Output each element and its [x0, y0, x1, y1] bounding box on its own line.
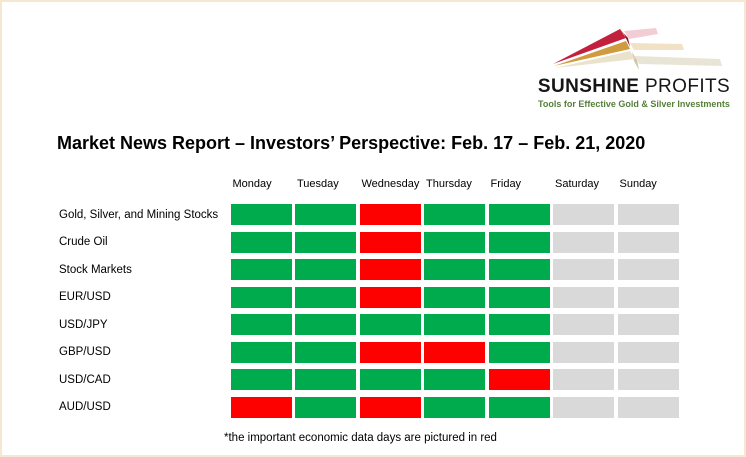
cell-saturday	[553, 286, 614, 308]
table-row: AUD/USD	[59, 396, 679, 418]
cell-saturday	[553, 259, 614, 280]
logo-arrows-icon	[553, 28, 722, 70]
cell-monday	[230, 231, 292, 253]
cell-monday	[230, 396, 292, 418]
day-header-tuesday: Tuesday	[297, 178, 339, 190]
cell-monday	[230, 369, 292, 390]
market-table: Monday Tuesday Wednesday Thursday Friday Satu…	[59, 178, 679, 424]
cell-sunday	[617, 231, 679, 253]
table-row: USD/CAD	[59, 369, 679, 390]
cell-tuesday	[295, 204, 356, 225]
day-header-friday: Friday	[490, 178, 522, 190]
day-header-sunday: Sunday	[619, 178, 657, 190]
header-spacer	[59, 178, 227, 197]
sunshine-profits-logo: SUNSHINE PROFITS Tools for Effective Gol…	[532, 14, 736, 109]
cell-wednesday	[359, 231, 421, 253]
brand-wordmark: SUNSHINE PROFITS	[532, 76, 736, 98]
row-label: GBP/USD	[59, 346, 111, 358]
cell-monday	[230, 314, 292, 335]
cell-tuesday	[295, 314, 356, 335]
cell-saturday	[553, 396, 614, 418]
cell-monday	[230, 286, 292, 308]
footnote: *the important economic data days are pi…	[224, 432, 497, 444]
cell-friday	[488, 314, 550, 335]
cell-wednesday	[359, 259, 421, 280]
row-label: USD/CAD	[59, 373, 111, 386]
cell-sunday	[617, 396, 679, 418]
cell-saturday	[553, 314, 614, 335]
table-row: USD/JPY	[59, 314, 679, 335]
row-label: EUR/USD	[59, 291, 111, 303]
row-label: Gold, Silver, and Mining Stocks	[59, 208, 219, 221]
table-row: Crude Oil	[59, 231, 679, 253]
cell-friday	[488, 396, 550, 418]
cell-sunday	[617, 204, 679, 225]
cell-saturday	[553, 341, 614, 363]
market-table-body: Gold, Silver, and Mining Stocks Crude Oil…	[59, 204, 679, 418]
cell-sunday	[617, 314, 679, 335]
cell-monday	[230, 204, 292, 225]
table-row: Stock Markets	[59, 259, 679, 280]
cell-tuesday	[295, 396, 356, 418]
cell-thursday	[424, 341, 485, 363]
row-label: Crude Oil	[59, 236, 108, 248]
cell-wednesday	[359, 286, 421, 308]
cell-friday	[488, 231, 550, 253]
cell-sunday	[617, 369, 679, 390]
cell-thursday	[424, 259, 485, 280]
cell-thursday	[424, 204, 485, 225]
cell-tuesday	[295, 286, 356, 308]
cell-monday	[230, 259, 292, 280]
cell-sunday	[617, 259, 679, 280]
day-header-monday: Monday	[232, 178, 272, 190]
table-row: GBP/USD	[59, 341, 679, 363]
cell-friday	[488, 341, 550, 363]
cell-thursday	[424, 231, 485, 253]
cell-saturday	[553, 369, 614, 390]
cell-wednesday	[359, 314, 421, 335]
day-header-wednesday: Wednesday	[361, 178, 420, 190]
cell-wednesday	[359, 396, 421, 418]
day-header-thursday: Thursday	[426, 178, 472, 190]
cell-sunday	[617, 286, 679, 308]
cell-tuesday	[295, 341, 356, 363]
logo-tagline: Tools for Effective Gold & Silver Invest…	[538, 98, 730, 109]
cell-wednesday	[359, 204, 421, 225]
cell-friday	[488, 369, 550, 390]
cell-monday	[230, 341, 292, 363]
cell-tuesday	[295, 231, 356, 253]
cell-tuesday	[295, 259, 356, 280]
day-header-saturday: Saturday	[555, 178, 600, 190]
row-label: Stock Markets	[59, 263, 132, 276]
brand-profits: PROFITS	[639, 76, 731, 97]
cell-friday	[488, 204, 550, 225]
cell-thursday	[424, 314, 485, 335]
cell-saturday	[553, 231, 614, 253]
cell-thursday	[424, 369, 485, 390]
table-row: Gold, Silver, and Mining Stocks	[59, 204, 679, 225]
cell-friday	[488, 259, 550, 280]
row-label: AUD/USD	[59, 401, 111, 413]
day-header-row: Monday Tuesday Wednesday Thursday Friday Satu…	[59, 178, 679, 197]
cell-friday	[488, 286, 550, 308]
table-row: EUR/USD	[59, 286, 679, 308]
cell-thursday	[424, 286, 485, 308]
row-label: USD/JPY	[59, 318, 108, 331]
cell-wednesday	[359, 341, 421, 363]
cell-wednesday	[359, 369, 421, 390]
cell-thursday	[424, 396, 485, 418]
brand-sunshine: SUNSHINE	[537, 76, 640, 97]
cell-saturday	[553, 204, 614, 225]
page-title: Market News Report – Investors’ Perspect…	[57, 133, 646, 153]
cell-sunday	[617, 341, 679, 363]
cell-tuesday	[295, 369, 356, 390]
